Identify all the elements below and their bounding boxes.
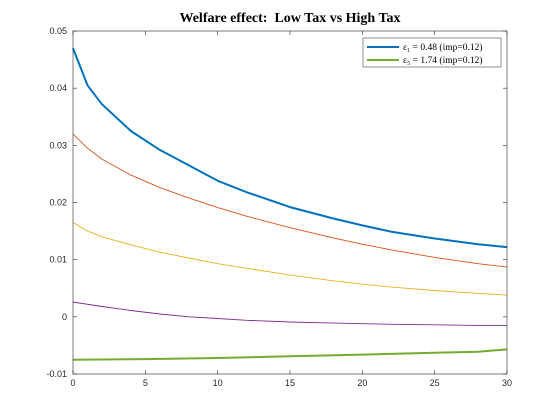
y-tick-label: 0.03 xyxy=(49,140,67,150)
x-tick-label: 10 xyxy=(213,378,223,388)
y-tick-label: 0.04 xyxy=(49,83,67,93)
series-line-5 xyxy=(72,348,508,361)
x-tick-label: 15 xyxy=(285,378,295,388)
series-line-4 xyxy=(72,301,507,326)
x-tick-label: 5 xyxy=(143,378,148,388)
x-tick-label: 30 xyxy=(502,378,512,388)
plot-area xyxy=(73,31,507,374)
y-tick-label: 0 xyxy=(62,312,67,322)
legend: ε₁ = 0.48 (imp=0.12) ε₅ = 1.74 (imp=0.12… xyxy=(362,37,502,68)
x-tick-label: 20 xyxy=(357,378,367,388)
y-tick-label: 0.05 xyxy=(49,26,67,36)
y-tick-label: 0.01 xyxy=(49,255,67,265)
legend-box xyxy=(362,37,502,68)
x-tick-label: 25 xyxy=(430,378,440,388)
series-line-3 xyxy=(72,222,508,296)
chart-title: Welfare effect: Low Tax vs High Tax xyxy=(179,11,400,26)
legend-label-series-1: ε₁ = 0.48 (imp=0.12) xyxy=(403,42,483,53)
series-line-2 xyxy=(72,133,508,268)
series-line-1 xyxy=(72,47,508,249)
series-layer xyxy=(72,47,508,361)
y-tick-label: -0.01 xyxy=(46,369,67,379)
legend-label-series-5: ε₅ = 1.74 (imp=0.12) xyxy=(403,55,483,66)
y-tick-label: 0.02 xyxy=(49,198,67,208)
x-tick-label: 0 xyxy=(70,378,75,388)
